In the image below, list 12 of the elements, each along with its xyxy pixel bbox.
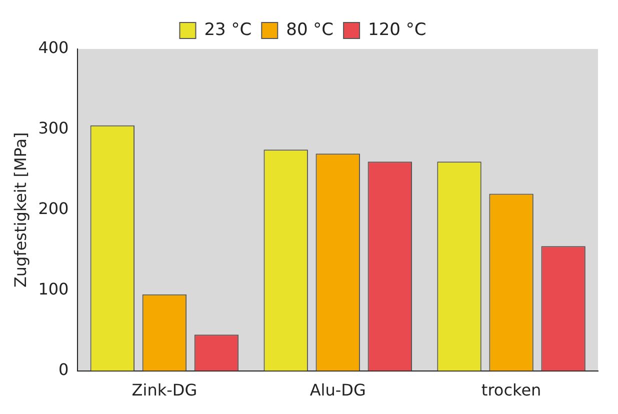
legend-label: 120 °C — [368, 20, 426, 40]
legend-label: 23 °C — [204, 20, 252, 40]
legend-label: 80 °C — [286, 20, 334, 40]
y-tick-label: 0 — [58, 360, 69, 379]
y-axis-title: Zugfestigkeit [MPa] — [10, 132, 30, 288]
y-tick-label: 200 — [38, 199, 69, 218]
x-tick-label: Alu-DG — [310, 380, 366, 400]
y-tick-label: 300 — [38, 118, 69, 138]
y-tick-label: 100 — [38, 280, 69, 299]
x-tick-label: trocken — [481, 380, 542, 400]
x-tick-label: Zink-DG — [132, 380, 198, 400]
y-tick-label: 400 — [38, 38, 69, 58]
